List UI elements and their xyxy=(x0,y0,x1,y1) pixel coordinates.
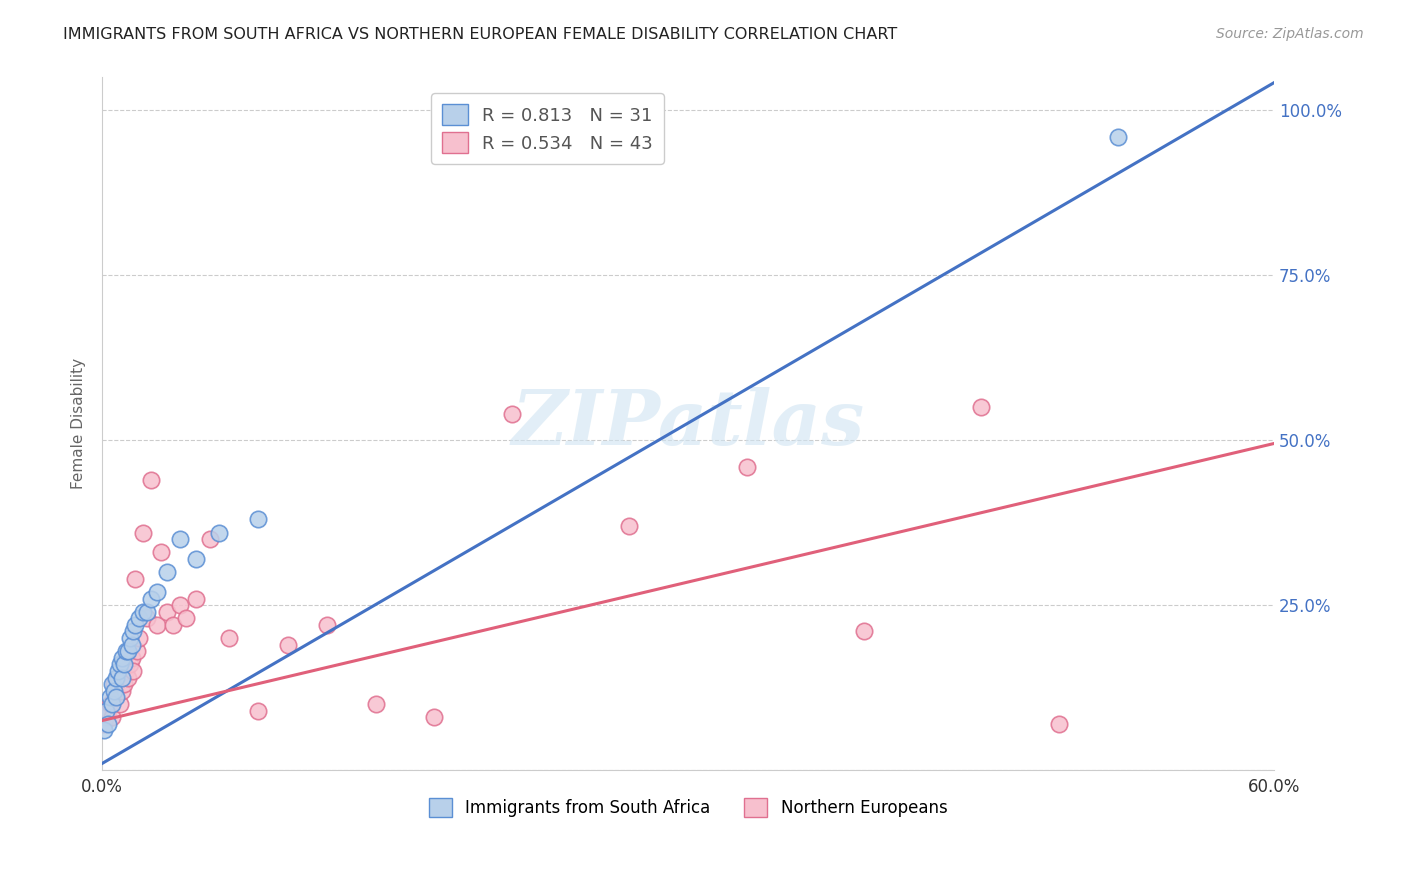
Point xyxy=(108,697,131,711)
Point xyxy=(852,624,875,639)
Point xyxy=(174,611,197,625)
Point xyxy=(93,723,115,738)
Point xyxy=(136,611,159,625)
Point xyxy=(184,552,207,566)
Point xyxy=(93,716,115,731)
Point xyxy=(118,631,141,645)
Point xyxy=(501,407,523,421)
Point xyxy=(277,638,299,652)
Point xyxy=(132,525,155,540)
Point xyxy=(122,664,145,678)
Point xyxy=(162,618,184,632)
Y-axis label: Female Disability: Female Disability xyxy=(72,359,86,490)
Point xyxy=(98,697,121,711)
Text: ZIPatlas: ZIPatlas xyxy=(512,387,865,461)
Point xyxy=(146,585,169,599)
Point xyxy=(156,605,179,619)
Point xyxy=(169,598,191,612)
Point xyxy=(97,704,120,718)
Point xyxy=(117,644,139,658)
Text: IMMIGRANTS FROM SOUTH AFRICA VS NORTHERN EUROPEAN FEMALE DISABILITY CORRELATION : IMMIGRANTS FROM SOUTH AFRICA VS NORTHERN… xyxy=(63,27,897,42)
Point xyxy=(114,664,136,678)
Legend: Immigrants from South Africa, Northern Europeans: Immigrants from South Africa, Northern E… xyxy=(422,791,955,824)
Point xyxy=(107,664,129,678)
Point xyxy=(101,697,124,711)
Point xyxy=(735,459,758,474)
Point xyxy=(107,671,129,685)
Point xyxy=(111,683,134,698)
Point xyxy=(139,591,162,606)
Point xyxy=(139,473,162,487)
Point xyxy=(315,618,337,632)
Point xyxy=(98,690,121,705)
Point xyxy=(94,704,117,718)
Point xyxy=(97,716,120,731)
Point xyxy=(112,677,135,691)
Point xyxy=(218,631,240,645)
Point xyxy=(364,697,387,711)
Point xyxy=(156,565,179,579)
Point xyxy=(208,525,231,540)
Point xyxy=(124,618,146,632)
Point xyxy=(101,677,124,691)
Point xyxy=(101,710,124,724)
Point xyxy=(114,644,136,658)
Point xyxy=(970,401,993,415)
Point xyxy=(103,690,125,705)
Point xyxy=(423,710,446,724)
Text: Source: ZipAtlas.com: Source: ZipAtlas.com xyxy=(1216,27,1364,41)
Point xyxy=(112,657,135,672)
Point xyxy=(128,611,150,625)
Point xyxy=(94,710,117,724)
Point xyxy=(619,519,641,533)
Point xyxy=(122,624,145,639)
Point xyxy=(198,532,221,546)
Point xyxy=(149,545,172,559)
Point xyxy=(121,651,143,665)
Point xyxy=(104,671,127,685)
Point xyxy=(1107,129,1129,144)
Point xyxy=(104,683,127,698)
Point xyxy=(121,638,143,652)
Point xyxy=(111,671,134,685)
Point xyxy=(184,591,207,606)
Point xyxy=(247,512,270,526)
Point xyxy=(247,704,270,718)
Point xyxy=(104,690,127,705)
Point xyxy=(117,671,139,685)
Point xyxy=(128,631,150,645)
Point xyxy=(108,657,131,672)
Point xyxy=(132,605,155,619)
Point xyxy=(103,683,125,698)
Point xyxy=(146,618,169,632)
Point xyxy=(127,644,149,658)
Point xyxy=(124,572,146,586)
Point xyxy=(1047,716,1070,731)
Point xyxy=(136,605,159,619)
Point xyxy=(111,651,134,665)
Point xyxy=(118,657,141,672)
Point xyxy=(169,532,191,546)
Point xyxy=(103,677,125,691)
